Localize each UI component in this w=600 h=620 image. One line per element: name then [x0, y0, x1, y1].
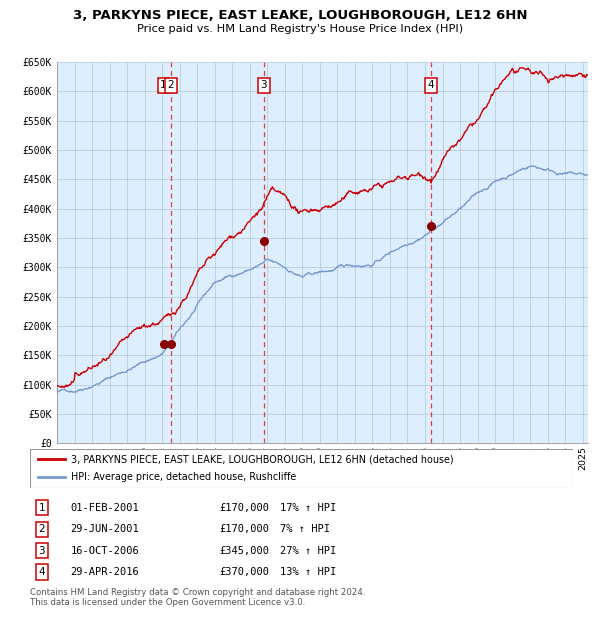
Text: 01-FEB-2001: 01-FEB-2001 — [71, 503, 139, 513]
Text: 3, PARKYNS PIECE, EAST LEAKE, LOUGHBOROUGH, LE12 6HN (detached house): 3, PARKYNS PIECE, EAST LEAKE, LOUGHBOROU… — [71, 454, 454, 464]
Text: 1: 1 — [38, 503, 45, 513]
Text: 3: 3 — [38, 546, 45, 556]
FancyBboxPatch shape — [30, 449, 573, 488]
Text: 16-OCT-2006: 16-OCT-2006 — [71, 546, 139, 556]
Text: 1: 1 — [160, 81, 167, 91]
Text: HPI: Average price, detached house, Rushcliffe: HPI: Average price, detached house, Rush… — [71, 472, 296, 482]
Text: £345,000: £345,000 — [219, 546, 269, 556]
Text: £170,000: £170,000 — [219, 503, 269, 513]
Text: 7% ↑ HPI: 7% ↑ HPI — [280, 524, 330, 534]
Text: 3: 3 — [260, 81, 267, 91]
Text: £170,000: £170,000 — [219, 524, 269, 534]
Text: 27% ↑ HPI: 27% ↑ HPI — [280, 546, 336, 556]
Text: 4: 4 — [427, 81, 434, 91]
Text: Contains HM Land Registry data © Crown copyright and database right 2024.
This d: Contains HM Land Registry data © Crown c… — [30, 588, 365, 607]
Text: £370,000: £370,000 — [219, 567, 269, 577]
Text: Price paid vs. HM Land Registry's House Price Index (HPI): Price paid vs. HM Land Registry's House … — [137, 24, 463, 33]
Text: 17% ↑ HPI: 17% ↑ HPI — [280, 503, 336, 513]
Text: 13% ↑ HPI: 13% ↑ HPI — [280, 567, 336, 577]
Text: 2: 2 — [167, 81, 174, 91]
Text: 29-APR-2016: 29-APR-2016 — [71, 567, 139, 577]
Text: 2: 2 — [38, 524, 45, 534]
Text: 29-JUN-2001: 29-JUN-2001 — [71, 524, 139, 534]
Text: 3, PARKYNS PIECE, EAST LEAKE, LOUGHBOROUGH, LE12 6HN: 3, PARKYNS PIECE, EAST LEAKE, LOUGHBOROU… — [73, 9, 527, 22]
Text: 4: 4 — [38, 567, 45, 577]
